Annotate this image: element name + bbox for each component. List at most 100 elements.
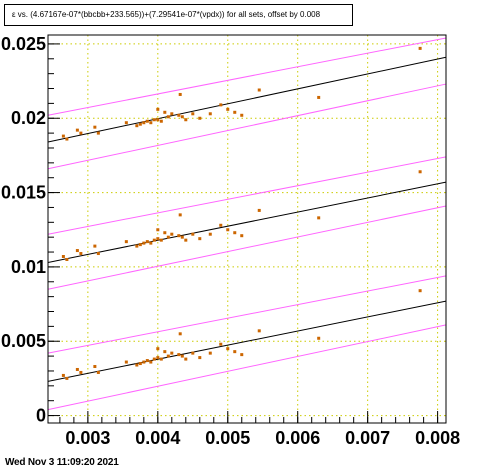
data-point [142,360,146,364]
data-point [180,354,184,358]
data-point [226,347,230,351]
data-point [96,370,100,374]
data-point [191,351,195,355]
fit-line [47,56,447,143]
data-point [65,137,69,141]
fit-line [47,300,447,382]
data-point [135,363,139,367]
data-point [93,125,97,129]
data-point [317,95,321,99]
data-point [177,353,181,357]
data-point [65,257,69,261]
data-point [149,241,153,245]
data-point [191,112,195,116]
data-point [184,238,188,242]
y-tick-label: 0.025 [1,34,46,54]
data-point [191,232,195,236]
error-band-line [47,37,447,116]
error-band-line [47,156,447,235]
error-bands [47,37,447,411]
data-point [240,353,244,357]
data-point [156,356,160,360]
data-point [177,113,181,117]
data-point [198,237,202,241]
data-point [166,235,170,239]
data-point [257,208,261,212]
axis-ticks [48,43,439,423]
data-point [163,110,167,114]
data-point [156,107,160,111]
data-point [79,370,83,374]
data-point [233,350,237,354]
data-point [156,347,160,351]
data-point [418,170,422,174]
error-band-line [47,83,447,170]
data-point [156,118,160,122]
data-points [61,46,422,380]
fit-line [47,181,447,263]
data-point [198,356,202,360]
data-point [145,119,149,123]
data-point [61,255,65,259]
y-tick-label: 0 [36,406,46,426]
data-point [159,357,163,361]
y-tick-label: 0.02 [11,108,46,128]
y-tick-label: 0.01 [11,257,46,277]
data-point [159,238,163,242]
plot-frame [47,34,447,424]
data-point [226,228,230,232]
data-point [233,231,237,235]
data-point [135,244,139,248]
data-point [240,234,244,238]
data-point [219,342,223,346]
data-point [233,110,237,114]
data-point [163,350,167,354]
data-point [156,237,160,241]
data-point [159,119,163,123]
fit-lines [47,56,447,382]
data-point [75,367,79,371]
data-point [208,351,212,355]
data-point [178,92,182,96]
data-point [178,213,182,217]
data-point [208,112,212,116]
data-point [418,289,422,293]
data-point [156,228,160,232]
data-point [163,231,167,235]
data-point [317,216,321,220]
data-point [138,243,142,247]
data-point [61,373,65,377]
data-point [149,360,153,364]
error-band-line [47,275,447,354]
x-tick-label: 0.005 [205,428,250,448]
data-point [93,244,97,248]
data-point [79,252,83,256]
error-band-line [47,324,447,411]
data-point [180,235,184,239]
data-point [180,115,184,119]
data-point [184,118,188,122]
data-point [61,134,65,138]
grid-lines [48,35,446,423]
x-tick-label: 0.004 [135,428,180,448]
data-point [219,223,223,227]
data-point [96,131,100,135]
data-point [124,240,128,244]
chart-title: ε vs. (4.67167e-07*(bbcbb+233.565))+(7.2… [4,4,353,26]
data-point [138,122,142,126]
data-point [79,131,83,135]
timestamp-footer: Wed Nov 3 11:09:20 2021 [5,457,119,468]
data-point [135,124,139,128]
tick-labels: 0.003 0.004 0.005 0.006 0.007 0.008 0 0.005 0.01… [1,34,460,448]
x-tick-label: 0.007 [345,428,390,448]
y-tick-label: 0.015 [1,183,46,203]
x-tick-label: 0.003 [65,428,110,448]
x-tick-label: 0.008 [415,428,460,448]
data-point [317,336,321,340]
data-point [152,357,156,361]
data-point [145,240,149,244]
data-point [166,354,170,358]
data-point [138,362,142,366]
data-point [75,128,79,132]
